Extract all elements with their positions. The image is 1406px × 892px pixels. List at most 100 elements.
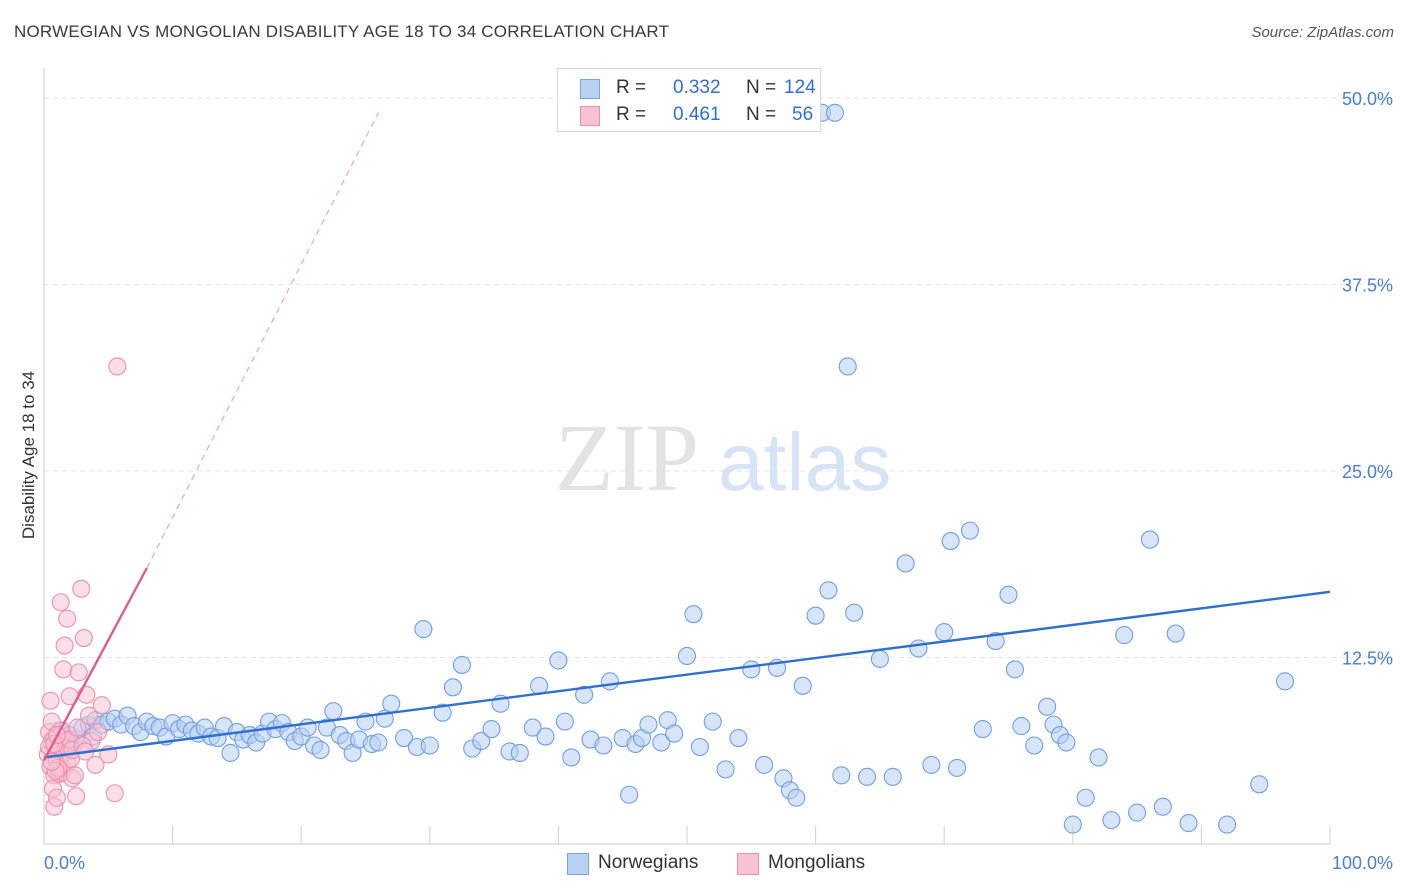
- x-tick-label-min: 0.0%: [44, 853, 85, 873]
- point-norwegians: [941, 532, 960, 551]
- point-norwegians: [221, 743, 240, 763]
- point-mongolians: [105, 784, 124, 803]
- legend-n-value: 124: [784, 77, 816, 98]
- point-norwegians: [382, 694, 401, 713]
- point-norwegians: [883, 767, 902, 786]
- trend-line-norwegians: [43, 590, 1331, 759]
- point-norwegians: [999, 585, 1018, 604]
- bottom-legend-label-mongolians: Mongolians: [768, 852, 866, 873]
- legend-swatch-norwegians: [580, 79, 600, 99]
- point-norwegians: [1089, 748, 1108, 767]
- point-norwegians: [716, 760, 735, 779]
- legend-swatch-mongolians: [580, 106, 600, 126]
- point-norwegians: [832, 766, 851, 785]
- legend-n-label: N =: [746, 77, 777, 98]
- point-norwegians: [742, 660, 761, 679]
- legend-r-value: 0.461: [673, 104, 721, 125]
- point-norwegians: [420, 736, 439, 755]
- point-mongolians: [77, 685, 96, 704]
- point-norwegians: [1179, 814, 1198, 833]
- point-norwegians: [482, 720, 501, 739]
- tick-labels: 12.5% 25.0% 37.5% 50.0% 0.0% 100.0%: [44, 89, 1393, 873]
- legend-n-value: 56: [792, 104, 814, 125]
- point-norwegians: [1076, 788, 1095, 807]
- point-norwegians: [523, 718, 542, 737]
- point-norwegians: [395, 728, 414, 748]
- gridlines: [44, 97, 1390, 658]
- point-norwegians: [960, 521, 979, 540]
- point-norwegians: [755, 755, 774, 774]
- legend-n-label: N =: [746, 104, 777, 125]
- trend-line-mongolians: [42, 567, 148, 761]
- point-norwegians: [973, 720, 992, 739]
- point-norwegians: [806, 606, 825, 625]
- point-norwegians: [555, 712, 574, 731]
- point-norwegians: [1275, 672, 1295, 691]
- point-norwegians: [1005, 660, 1024, 679]
- bottom-legend-swatch-norwegians: [567, 853, 589, 875]
- correlation-legend: R = 0.332 N = 124 R = 0.461 N = 56: [557, 68, 821, 132]
- point-norwegians: [1102, 811, 1121, 830]
- point-norwegians: [787, 788, 806, 807]
- point-norwegians: [639, 715, 658, 734]
- point-norwegians: [703, 712, 722, 731]
- watermark-zip: ZIP: [555, 404, 699, 511]
- point-norwegians: [1063, 815, 1082, 834]
- point-mongolians: [88, 723, 108, 742]
- point-mongolians: [54, 660, 73, 679]
- point-norwegians: [1038, 697, 1057, 716]
- axes: [43, 68, 1331, 845]
- point-mongolians: [67, 787, 86, 806]
- point-norwegians: [452, 655, 472, 674]
- trend-lines: [42, 112, 1331, 761]
- point-norwegians: [948, 758, 967, 777]
- point-mongolians: [47, 788, 66, 807]
- point-norwegians: [690, 737, 709, 757]
- point-norwegians: [443, 678, 462, 697]
- y-axis-label: Disability Age 18 to 34: [19, 371, 38, 539]
- data-points: [38, 103, 1295, 834]
- point-norwegians: [1025, 736, 1044, 755]
- point-norwegians: [909, 639, 928, 658]
- point-norwegians: [549, 651, 568, 670]
- point-mongolians: [86, 755, 105, 774]
- point-norwegians: [986, 631, 1005, 651]
- point-norwegians: [729, 728, 748, 748]
- point-norwegians: [414, 620, 433, 639]
- point-norwegians: [575, 685, 594, 704]
- point-mongolians: [79, 706, 99, 725]
- point-norwegians: [652, 733, 671, 752]
- legend-r-value: 0.332: [673, 77, 721, 98]
- point-mongolians: [51, 593, 70, 612]
- legend-r-label: R =: [616, 77, 647, 98]
- point-norwegians: [819, 581, 838, 600]
- watermark-atlas: atlas: [718, 417, 891, 508]
- point-norwegians: [1153, 797, 1172, 816]
- point-norwegians: [845, 603, 864, 622]
- point-mongolians: [108, 357, 127, 376]
- point-norwegians: [1012, 717, 1031, 736]
- point-norwegians: [369, 733, 388, 752]
- x-tick-label-max: 100.0%: [1332, 853, 1393, 873]
- point-norwegians: [536, 727, 555, 746]
- source-label: Source: ZipAtlas.com: [1251, 24, 1394, 41]
- y-tick-label: 37.5%: [1342, 275, 1393, 295]
- chart-title: NORWEGIAN VS MONGOLIAN DISABILITY AGE 18…: [14, 22, 670, 41]
- y-tick-label: 50.0%: [1342, 89, 1393, 109]
- point-norwegians: [684, 605, 703, 624]
- point-norwegians: [1250, 775, 1269, 794]
- point-norwegians: [1115, 626, 1134, 645]
- point-mongolians: [55, 636, 74, 655]
- point-norwegians: [562, 748, 581, 767]
- point-norwegians: [793, 676, 812, 695]
- point-norwegians: [935, 623, 954, 642]
- point-norwegians: [665, 724, 684, 743]
- point-norwegians: [1140, 530, 1160, 549]
- y-tick-label: 12.5%: [1342, 648, 1393, 668]
- point-mongolians: [74, 629, 93, 648]
- point-norwegians: [1057, 733, 1076, 752]
- point-norwegians: [594, 736, 613, 755]
- point-norwegians: [1128, 803, 1147, 822]
- point-norwegians: [896, 554, 915, 573]
